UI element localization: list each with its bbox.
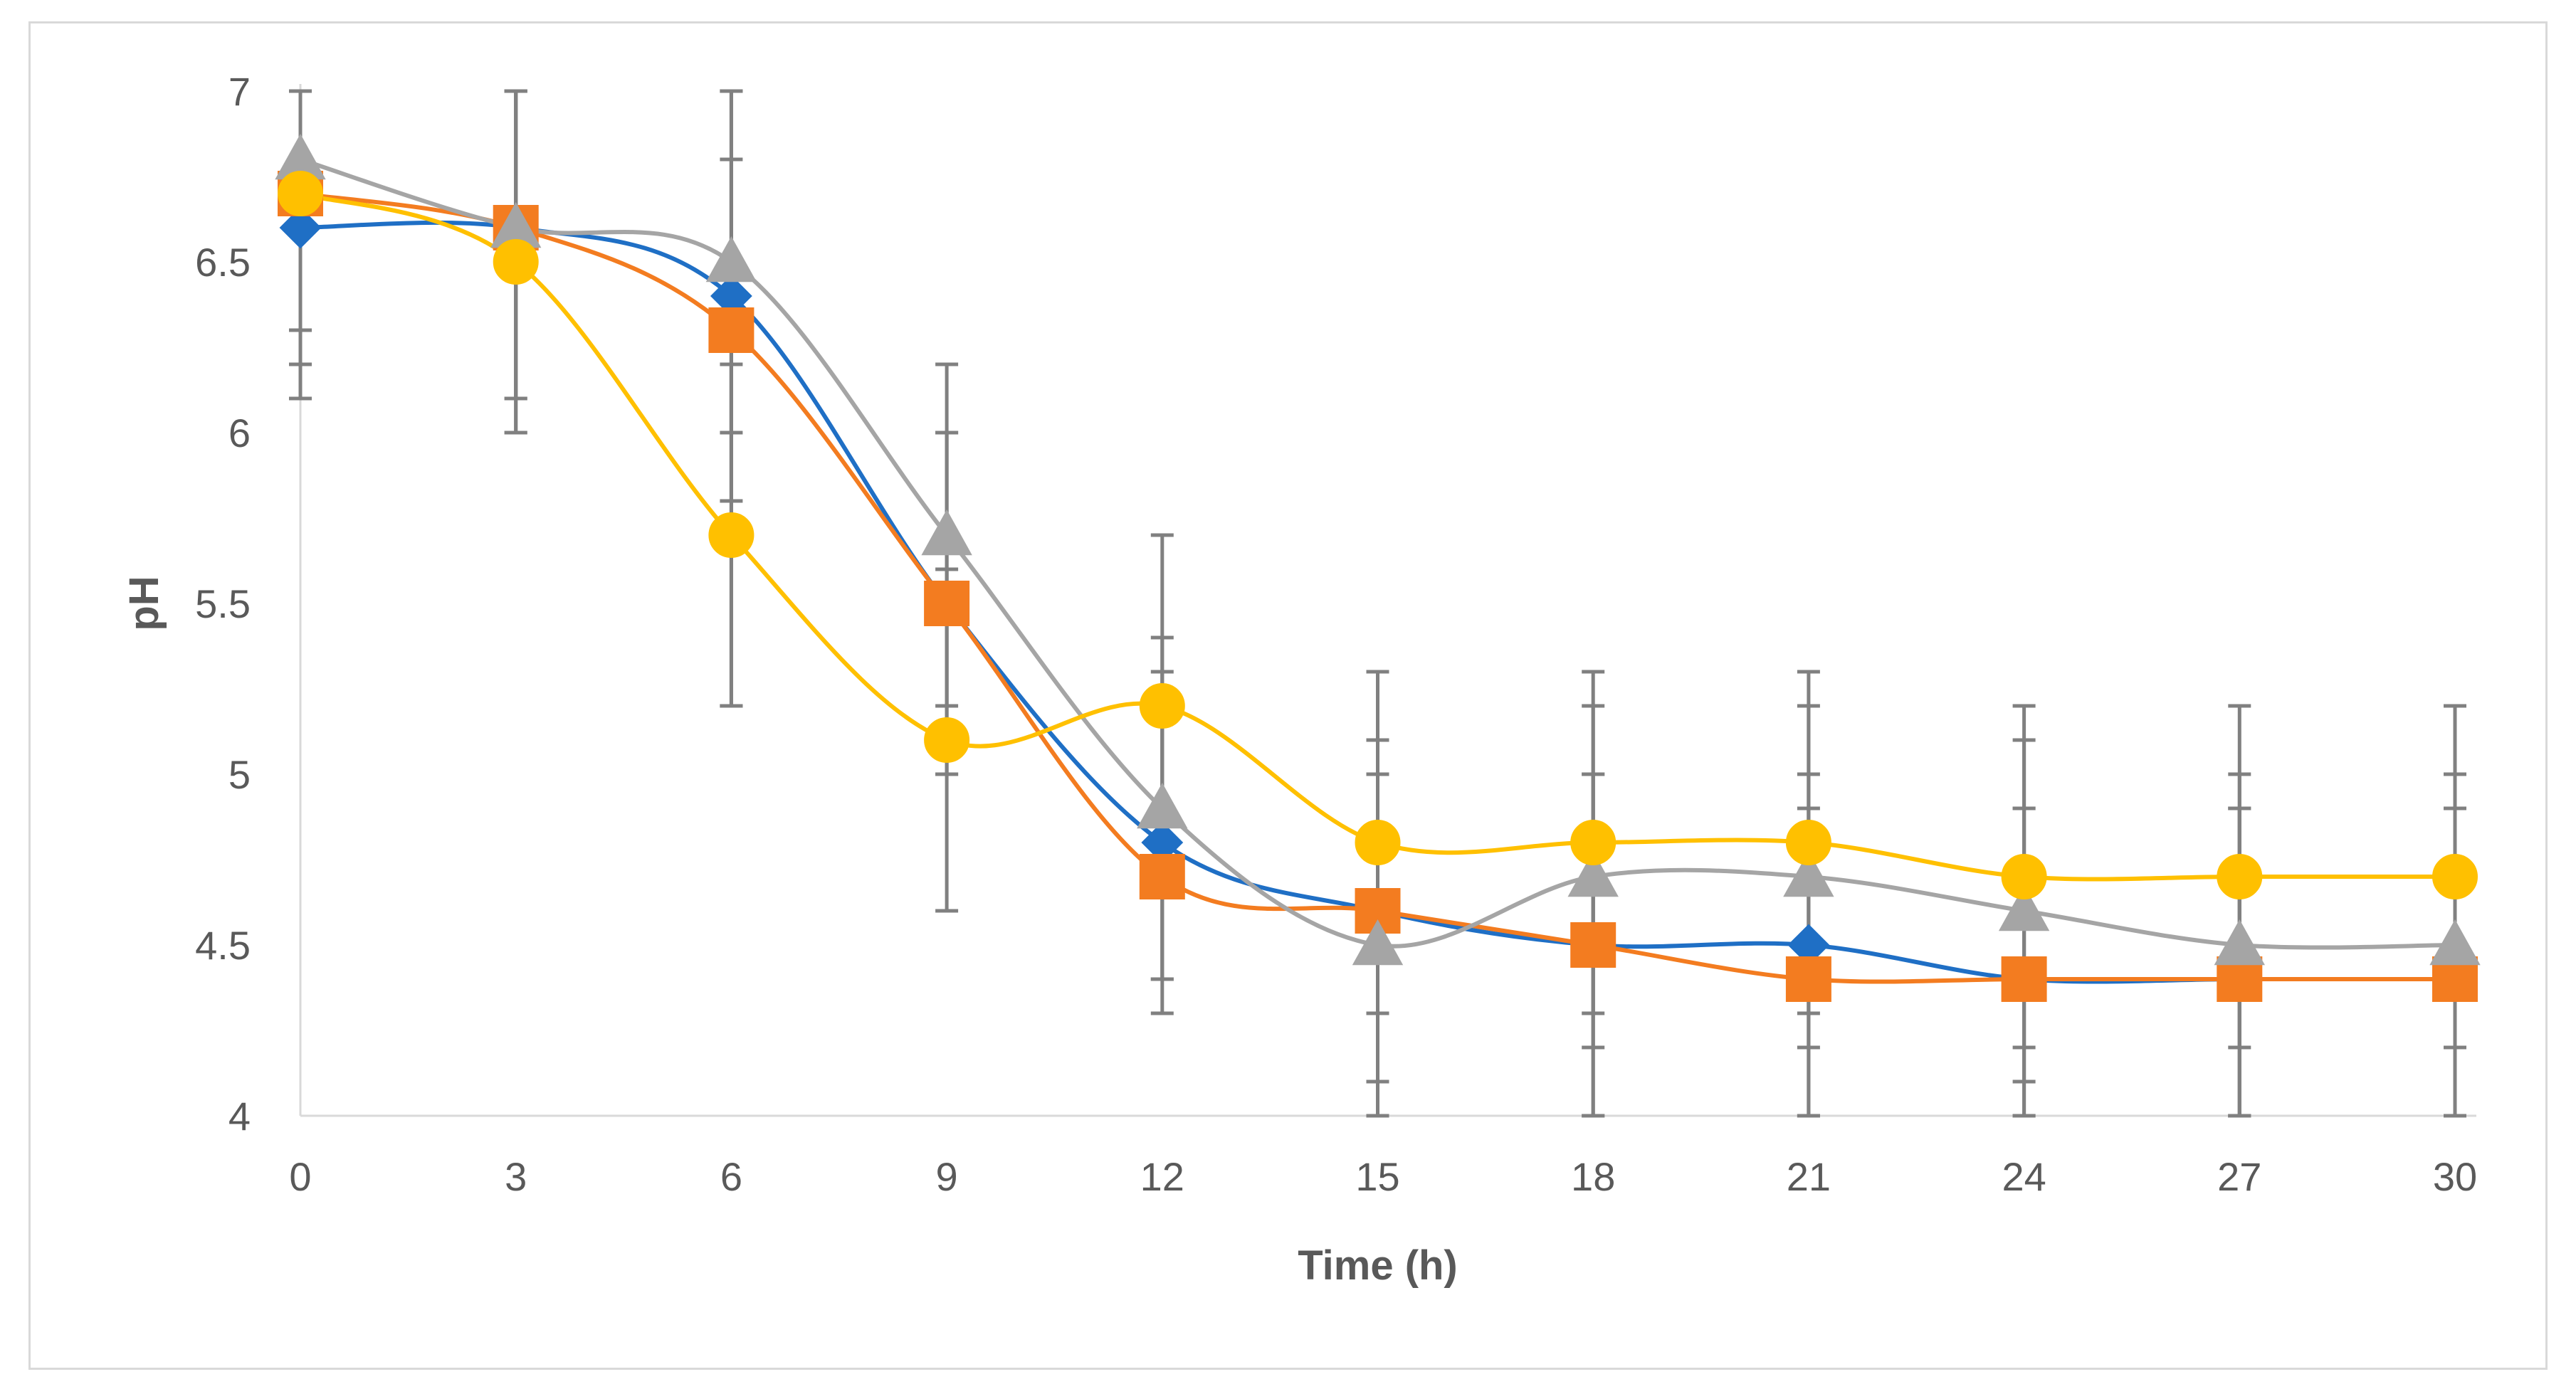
y-tick-label: 6.5: [195, 240, 251, 285]
x-tick-label: 9: [936, 1154, 958, 1199]
triangle-marker: [1998, 885, 2050, 931]
series-line-circle: [300, 191, 2455, 882]
triangle-marker: [1783, 850, 1834, 897]
circle-marker: [493, 239, 539, 285]
circle-marker: [1355, 820, 1401, 865]
diamond-marker: [279, 206, 322, 249]
x-tick-label: 21: [1787, 1154, 1831, 1199]
x-tick-label: 30: [2433, 1154, 2477, 1199]
circle-marker: [2001, 854, 2047, 899]
triangle-marker: [2214, 919, 2265, 966]
circle-marker: [924, 717, 970, 763]
triangle-marker: [1352, 919, 1404, 966]
y-tick-label: 6: [228, 411, 251, 455]
square-marker: [708, 307, 755, 353]
axis-labels: Time (h) pH: [121, 576, 1458, 1289]
circle-marker: [2217, 854, 2263, 899]
x-tick-label: 24: [2002, 1154, 2046, 1199]
x-tick-label: 3: [505, 1154, 527, 1199]
series-lines: [300, 157, 2456, 984]
x-tick-label: 15: [1355, 1154, 1399, 1199]
square-marker: [1785, 956, 1831, 1002]
series-line-square: [300, 191, 2455, 984]
circle-marker: [708, 512, 755, 558]
circle-marker: [1785, 820, 1831, 865]
triangle-marker: [2429, 919, 2481, 966]
y-tick-label: 4.5: [195, 923, 251, 968]
series-line-diamond: [300, 220, 2455, 984]
square-marker: [1139, 854, 1185, 899]
series-markers: [275, 133, 2481, 1002]
circle-marker: [1139, 683, 1185, 729]
chart-frame: [28, 21, 2548, 1370]
square-marker: [924, 581, 970, 626]
x-axis-title: Time (h): [1298, 1242, 1458, 1289]
circle-marker: [2432, 854, 2478, 899]
y-tick-label: 7: [228, 69, 251, 114]
triangle-marker: [705, 236, 757, 283]
x-tick-label: 27: [2217, 1154, 2261, 1199]
series-line-triangle: [300, 157, 2456, 950]
square-marker: [1570, 922, 1616, 968]
y-tick-label: 5.5: [195, 581, 251, 626]
x-tick-label: 18: [1571, 1154, 1615, 1199]
circle-marker: [278, 171, 323, 216]
x-tick-label: 6: [720, 1154, 742, 1199]
triangle-marker: [1567, 850, 1619, 897]
y-tick-label: 4: [228, 1094, 251, 1139]
triangle-marker: [921, 509, 972, 556]
square-marker: [2001, 956, 2047, 1002]
circle-marker: [1570, 820, 1616, 865]
y-tick-label: 5: [228, 752, 251, 797]
axes: 4 4.5 5 5.5 6 6.5 7 0 3 6 9 12 15 18 21 24 27 30: [195, 69, 2477, 1199]
x-tick-label: 0: [289, 1154, 311, 1199]
triangle-marker: [1137, 782, 1188, 829]
y-axis-title: pH: [121, 576, 167, 630]
x-tick-label: 12: [1140, 1154, 1184, 1199]
